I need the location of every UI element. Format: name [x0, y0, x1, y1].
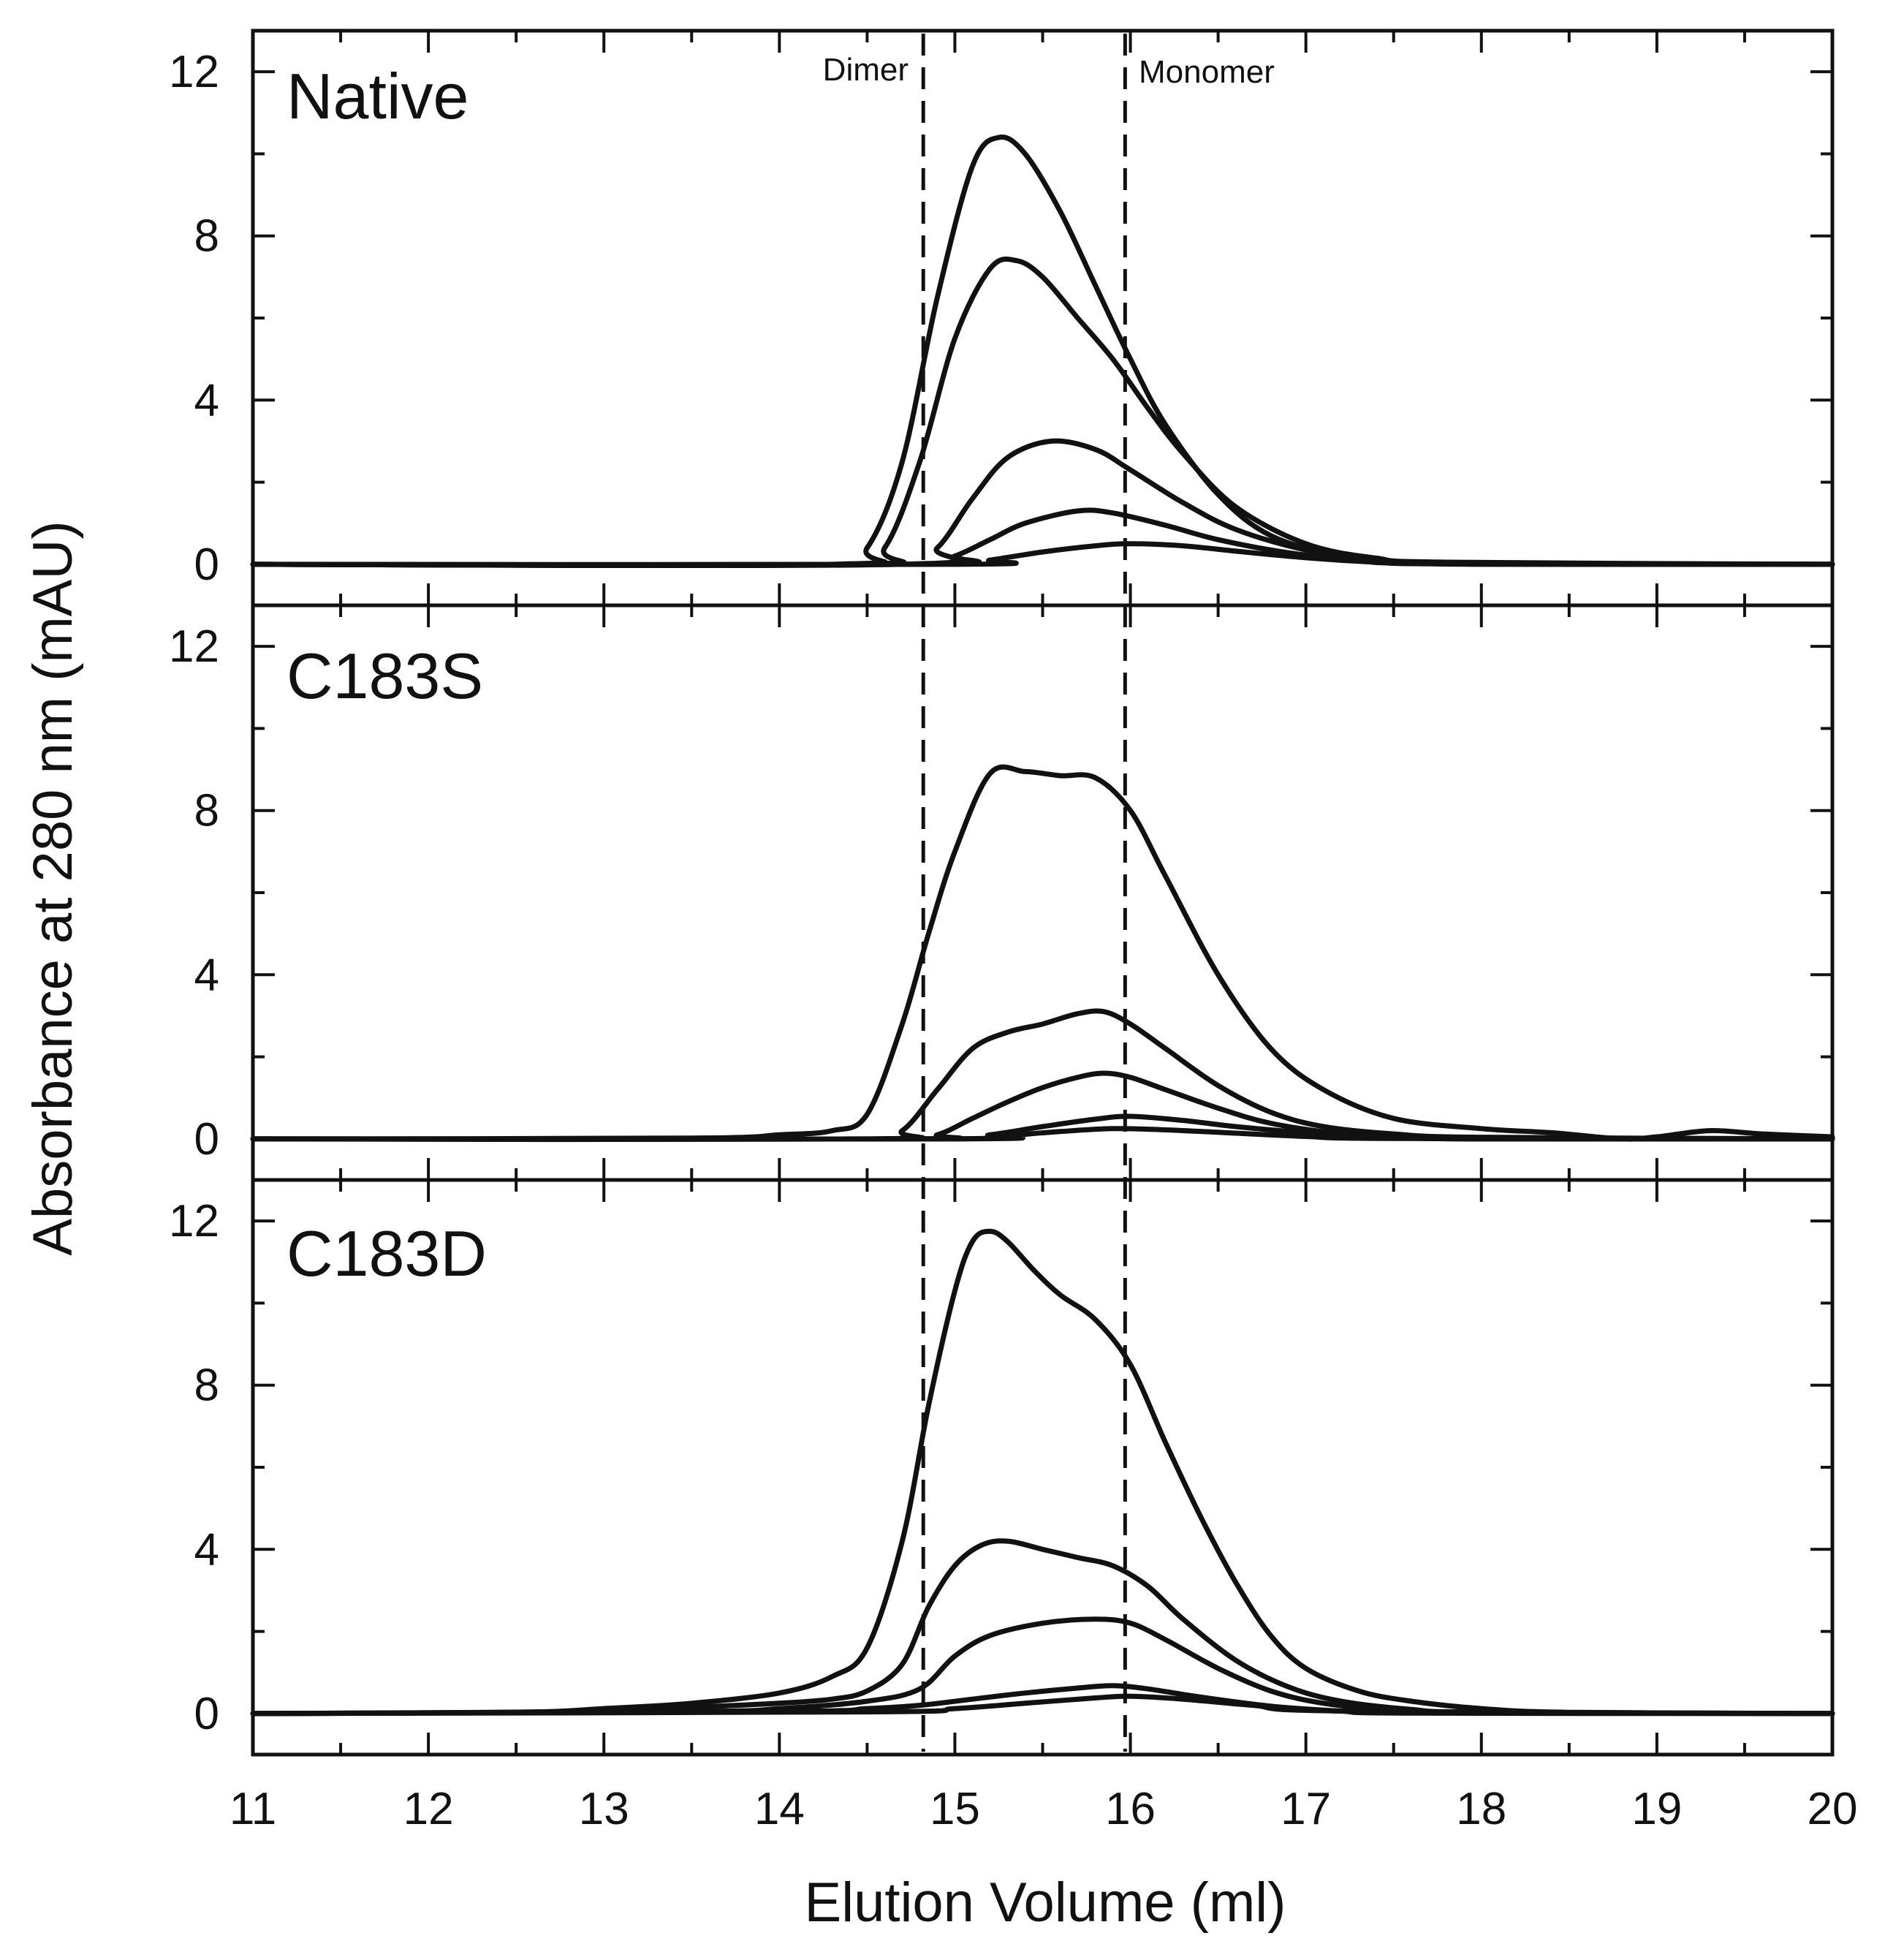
y-tick-label: 12	[169, 621, 219, 672]
y-tick-label: 0	[194, 1689, 219, 1739]
elution-markers	[921, 34, 1127, 1752]
trace-native-3	[250, 438, 1835, 569]
panel-frame-c183d	[251, 1178, 1835, 1757]
panel-label-c183d: C183D	[287, 1217, 487, 1290]
y-tick-label: 12	[169, 47, 219, 97]
y-tick-label: 8	[194, 1361, 219, 1411]
panel-frames	[251, 29, 1835, 1757]
y-tick-label: 4	[194, 1524, 219, 1575]
panel-label-native: Native	[287, 60, 469, 132]
x-tick-label: 11	[230, 1784, 276, 1834]
text-labels: 0 4 8 12 0 4 8 12 0 4 8 12 11 12 13 14 15 16 17 18 19 20	[169, 47, 1857, 1834]
x-tick-label: 20	[1808, 1784, 1858, 1834]
x-tick-label: 12	[403, 1784, 454, 1834]
trace-native-4	[250, 507, 1835, 568]
y-tick-label: 0	[194, 540, 219, 590]
x-axis-title: Elution Volume (ml)	[805, 1872, 1286, 1934]
x-tick-label: 15	[930, 1784, 980, 1834]
trace-c183s-1	[250, 764, 1835, 1142]
y-tick-label: 8	[194, 786, 219, 836]
y-tick-label: 8	[194, 211, 219, 262]
x-tick-label: 17	[1281, 1784, 1331, 1834]
marker-label-dimer: Dimer	[823, 52, 909, 88]
chromatogram-traces	[250, 134, 1835, 1717]
axis-ticks	[251, 31, 1834, 1755]
y-tick-label: 12	[169, 1196, 219, 1246]
trace-c183s-3	[250, 1070, 1835, 1142]
x-tick-label: 14	[754, 1784, 805, 1834]
x-tick-label: 16	[1105, 1784, 1156, 1834]
trace-c183s-5	[250, 1126, 1835, 1142]
trace-c183d-2	[250, 1538, 1835, 1717]
marker-label-monomer: Monomer	[1139, 54, 1275, 90]
trace-c183s-2	[250, 1008, 1835, 1143]
y-axis-title: Absorbance at 280 nm (mAU)	[22, 521, 84, 1255]
trace-native-5	[250, 541, 1835, 567]
y-tick-label: 4	[194, 375, 219, 425]
trace-native-1	[250, 134, 1835, 569]
panel-label-c183s: C183S	[287, 640, 483, 712]
y-tick-label: 0	[194, 1114, 219, 1165]
panel-frame-c183s	[251, 603, 1835, 1182]
x-tick-label: 13	[579, 1784, 629, 1834]
y-tick-label: 4	[194, 950, 219, 1000]
trace-c183d-1	[250, 1228, 1835, 1717]
x-tick-label: 19	[1631, 1784, 1682, 1834]
x-tick-label: 18	[1456, 1784, 1506, 1834]
trace-c183d-5	[250, 1693, 1835, 1717]
